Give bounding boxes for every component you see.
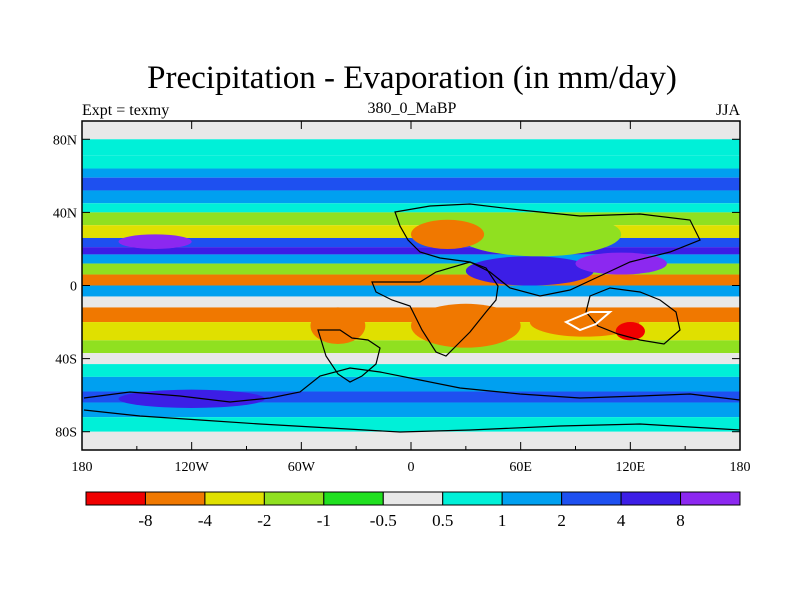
contour-band-3 xyxy=(82,168,740,178)
x-tick-label-6: 180 xyxy=(730,460,751,475)
colorbar-swatch-4 xyxy=(323,491,384,506)
contour-band-10 xyxy=(82,247,740,255)
y-tick-label-3: 40S xyxy=(55,353,77,368)
colorbar-swatch-7 xyxy=(501,491,563,506)
colorbar-swatch-2 xyxy=(204,491,265,506)
x-tick-label-2: 60W xyxy=(288,460,316,475)
contour-band-11 xyxy=(82,254,740,264)
regional-feature-4 xyxy=(411,303,521,348)
contour-band-21 xyxy=(82,376,740,392)
colorbar-swatch-6 xyxy=(442,491,503,506)
colorbar-label-1: -4 xyxy=(198,511,213,530)
contour-field xyxy=(82,121,740,450)
contour-band-14 xyxy=(82,285,740,297)
colorbar-label-4: -0.5 xyxy=(370,511,397,530)
colorbar-label-2: -2 xyxy=(257,511,271,530)
coastline-south-continent xyxy=(83,409,740,433)
coastlines xyxy=(83,203,740,433)
colorbar-swatch-9 xyxy=(620,491,682,506)
chart-title: Precipitation - Evaporation (in mm/day) xyxy=(147,60,677,96)
contour-band-18 xyxy=(82,340,740,354)
coastline-antarctic-fragments xyxy=(83,367,740,403)
regional-feature-8 xyxy=(310,307,366,344)
y-tick-label-1: 40N xyxy=(53,206,77,221)
colorbar-label-9: 8 xyxy=(676,511,685,530)
coastline-africa xyxy=(371,261,499,357)
contour-band-15 xyxy=(82,296,740,308)
regional-feature-5 xyxy=(529,307,640,337)
season-label: JJA xyxy=(715,102,740,119)
contour-band-5 xyxy=(82,190,740,204)
contour-band-0 xyxy=(82,121,740,140)
contour-band-22 xyxy=(82,391,740,403)
regional-feature-7 xyxy=(118,234,192,249)
colorbar-swatch-5 xyxy=(382,491,444,506)
colorbar-swatch-10 xyxy=(680,491,741,506)
contour-band-23 xyxy=(82,402,740,418)
contour-band-1 xyxy=(82,139,740,156)
contour-band-16 xyxy=(82,307,740,323)
coastline-white-outline xyxy=(563,311,613,332)
regional-feature-3 xyxy=(411,219,485,249)
x-tick-label-4: 60E xyxy=(509,460,532,475)
colorbar-label-7: 2 xyxy=(557,511,566,530)
chart-subtitle: 380_0_MaBP xyxy=(367,100,457,117)
y-axis: 80N 40N 0 40S 80S xyxy=(53,133,740,441)
x-axis: 180 120W 60W 0 60E 120E 180 xyxy=(72,121,751,475)
x-tick-label-3: 0 xyxy=(408,460,415,475)
y-tick-label-2: 0 xyxy=(70,280,77,295)
contour-band-4 xyxy=(82,177,740,191)
y-tick-label-0: 80N xyxy=(53,133,77,148)
contour-band-25 xyxy=(82,431,740,450)
y-tick-label-4: 80S xyxy=(55,426,77,441)
coastline-eurasia xyxy=(394,203,701,297)
contour-band-12 xyxy=(82,263,740,275)
colorbar: -8 -4 -2 -1 -0.5 0.5 1 2 4 8 xyxy=(85,491,741,530)
contour-band-8 xyxy=(82,225,740,238)
coastline-south-america xyxy=(317,329,381,383)
colorbar-label-8: 4 xyxy=(617,511,626,530)
experiment-label: Expt = texmy xyxy=(82,102,170,119)
colorbar-swatch-8 xyxy=(561,491,622,506)
x-tick-label-1: 120W xyxy=(175,460,210,475)
colorbar-label-5: 0.5 xyxy=(432,511,453,530)
regional-feature-2 xyxy=(456,212,622,257)
contour-band-6 xyxy=(82,203,740,213)
colorbar-label-0: -8 xyxy=(138,511,152,530)
regional-feature-0 xyxy=(465,256,594,286)
colorbar-label-3: -1 xyxy=(317,511,331,530)
contour-band-19 xyxy=(82,353,740,365)
x-tick-label-0: 180 xyxy=(72,460,93,475)
colorbar-swatch-1 xyxy=(144,491,206,506)
contour-band-20 xyxy=(82,364,740,377)
contour-band-2 xyxy=(82,155,740,169)
colorbar-swatch-3 xyxy=(263,491,325,506)
colorbar-swatch-0 xyxy=(85,491,146,506)
x-tick-label-5: 120E xyxy=(616,460,646,475)
colorbar-label-6: 1 xyxy=(498,511,507,530)
contour-band-13 xyxy=(82,274,740,286)
contour-band-24 xyxy=(82,417,740,432)
